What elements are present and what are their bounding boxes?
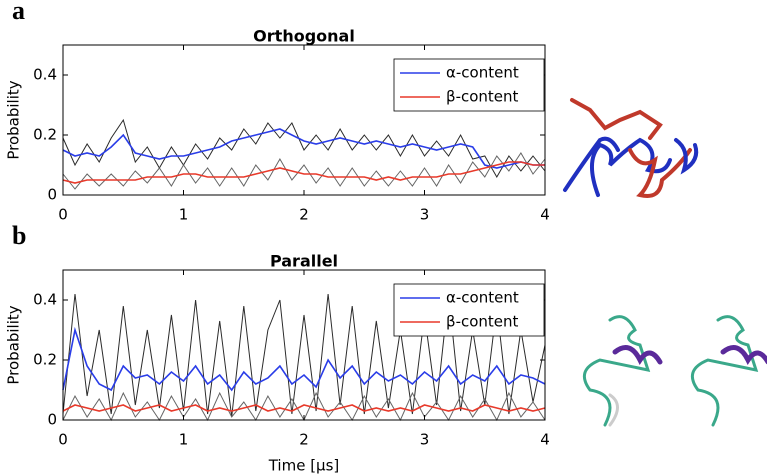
x-tick-label: 1 [179, 206, 189, 224]
protein-orthogonal [563, 98, 699, 198]
x-tick-label: 3 [420, 206, 430, 224]
y-tick-label: 0.2 [33, 351, 57, 369]
series-line [62, 326, 546, 392]
x-tick-label: 3 [420, 431, 430, 449]
legend-box [393, 283, 545, 337]
y-tick-label: 0.2 [33, 126, 57, 144]
y-tick-label: 0.4 [33, 66, 57, 84]
legend-label: β-content [446, 313, 519, 331]
legend-label: β-content [446, 88, 519, 106]
series-line [62, 128, 545, 169]
y-tick-label: 0 [47, 411, 57, 429]
x-tick-label: 4 [540, 206, 550, 224]
y-axis-label: Probability [5, 305, 23, 384]
x-tick-label: 0 [58, 431, 68, 449]
chart-title: Orthogonal [253, 27, 355, 46]
series-line [62, 152, 546, 190]
legend-label: α-content [446, 64, 519, 82]
series-line [62, 161, 545, 184]
legend-label: α-content [446, 289, 519, 307]
x-tick-label: 2 [299, 431, 309, 449]
series-line [62, 293, 546, 418]
x-tick-label: 1 [179, 431, 189, 449]
legend-box [393, 58, 545, 112]
panel-label: b [12, 221, 26, 250]
series-line [62, 404, 546, 412]
series-line [62, 118, 546, 179]
y-axis-label: Probability [5, 80, 23, 159]
x-tick-label: 2 [299, 206, 309, 224]
x-axis-label: Time [μs] [268, 457, 340, 475]
chart-title: Parallel [270, 252, 338, 271]
protein-parallel [582, 315, 767, 427]
x-tick-label: 4 [540, 431, 550, 449]
x-tick-label: 0 [58, 206, 68, 224]
panel-label: a [12, 0, 25, 25]
y-tick-label: 0.4 [33, 291, 57, 309]
y-tick-label: 0 [47, 186, 57, 204]
